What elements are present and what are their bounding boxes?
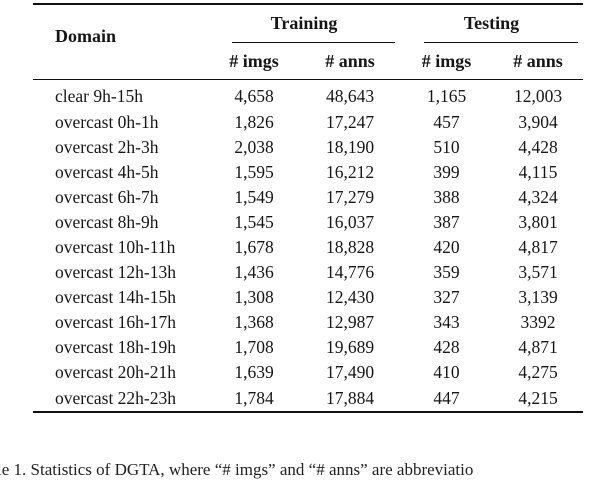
value-cell: 14,776 <box>325 262 375 283</box>
value-cell: 1,165 <box>426 86 467 107</box>
table-row: overcast 12h-13h 1,436 14,776 359 3,571 <box>33 260 583 285</box>
domain-cell: clear 9h-15h <box>55 86 143 107</box>
value-cell: 17,247 <box>325 111 375 132</box>
value-cell: 4,817 <box>518 237 558 257</box>
value-cell: 1,639 <box>234 362 274 383</box>
value-cell: 4,658 <box>234 86 274 107</box>
value-cell: 510 <box>433 136 460 157</box>
testing-anns-header: # anns <box>493 43 584 81</box>
table-header: Domain Training Testing # imgs # anns # … <box>33 4 584 81</box>
value-cell: 12,430 <box>325 287 375 308</box>
table-row: overcast 2h-3h 2,038 18,190 510 4,428 <box>33 135 583 160</box>
training-group-header: Training <box>208 4 400 44</box>
domain-cell: overcast 14h-15h <box>55 287 177 308</box>
testing-cmidrule <box>424 42 579 44</box>
value-cell: 4,428 <box>518 136 558 157</box>
value-cell: 3,139 <box>518 287 558 308</box>
value-cell: 457 <box>433 111 460 132</box>
value-cell: 19,689 <box>325 337 375 358</box>
training-cmidrule <box>232 42 395 44</box>
domain-header-label: Domain <box>55 25 117 46</box>
training-group-label: Training <box>270 13 338 33</box>
domain-cell: overcast 10h-11h <box>55 237 176 257</box>
value-cell: 18,190 <box>325 136 375 157</box>
value-cell: 4,324 <box>518 186 558 207</box>
table-row: clear 9h-15h 4,658 48,643 1,165 12,003 <box>33 80 583 110</box>
value-cell: 3,801 <box>518 211 558 232</box>
domain-column-header: Domain <box>33 4 208 81</box>
domain-cell: overcast 16h-17h <box>55 312 177 333</box>
value-cell: 3392 <box>520 312 556 333</box>
value-cell: 3,571 <box>518 262 558 283</box>
table-row: overcast 16h-17h 1,368 12,987 343 3392 <box>33 310 583 335</box>
value-cell: 4,275 <box>518 362 558 383</box>
value-cell: 428 <box>433 337 460 358</box>
table-row: overcast 10h-11h 1,678 18,828 420 4,817 <box>33 235 583 260</box>
value-cell: 1,784 <box>234 387 274 408</box>
value-cell: 399 <box>433 161 460 182</box>
table-row: overcast 6h-7h 1,549 17,279 388 4,324 <box>33 185 583 210</box>
training-imgs-header: # imgs <box>208 43 300 81</box>
value-cell: 18,828 <box>325 237 375 257</box>
testing-imgs-header: # imgs <box>400 43 493 81</box>
table-body: clear 9h-15h 4,658 48,643 1,165 12,003 o… <box>33 80 583 412</box>
value-cell: 420 <box>433 237 460 257</box>
value-cell: 387 <box>433 211 460 232</box>
value-cell: 4,215 <box>518 387 558 408</box>
domain-cell: overcast 12h-13h <box>55 262 177 283</box>
value-cell: 16,212 <box>325 161 375 182</box>
value-cell: 1,436 <box>234 262 274 283</box>
value-cell: 4,115 <box>518 161 558 182</box>
domain-cell: overcast 8h-9h <box>55 211 159 232</box>
value-cell: 343 <box>433 312 460 333</box>
dataset-statistics-table: Domain Training Testing # imgs # anns # … <box>33 3 584 413</box>
training-anns-header: # anns <box>300 43 400 81</box>
value-cell: 1,708 <box>234 337 274 358</box>
table-row: overcast 0h-1h 1,826 17,247 457 3,904 <box>33 109 583 134</box>
table-row: overcast 14h-15h 1,308 12,430 327 3,139 <box>33 285 583 310</box>
value-cell: 388 <box>433 186 460 207</box>
value-cell: 1,595 <box>234 161 274 182</box>
value-cell: 17,884 <box>325 387 375 408</box>
table-caption: le 1. Statistics of DGTA, where “# imgs”… <box>0 460 474 479</box>
value-cell: 1,826 <box>234 111 274 132</box>
table-row: overcast 8h-9h 1,545 16,037 387 3,801 <box>33 210 583 235</box>
value-cell: 327 <box>433 287 460 308</box>
domain-cell: overcast 20h-21h <box>55 362 177 383</box>
value-cell: 1,308 <box>234 287 274 308</box>
domain-cell: overcast 6h-7h <box>55 186 159 207</box>
domain-cell: overcast 22h-23h <box>55 387 177 408</box>
value-cell: 12,003 <box>513 86 563 107</box>
table-row: overcast 22h-23h 1,784 17,884 447 4,215 <box>33 386 583 412</box>
value-cell: 359 <box>433 262 460 283</box>
domain-cell: overcast 4h-5h <box>55 161 159 182</box>
value-cell: 1,549 <box>234 186 274 207</box>
value-cell: 1,678 <box>234 237 274 257</box>
value-cell: 2,038 <box>234 136 274 157</box>
value-cell: 17,490 <box>325 362 375 383</box>
testing-group-label: Testing <box>463 13 520 33</box>
table-row: overcast 20h-21h 1,639 17,490 410 4,275 <box>33 360 583 385</box>
domain-cell: overcast 0h-1h <box>55 111 159 132</box>
value-cell: 1,368 <box>234 312 274 333</box>
value-cell: 17,279 <box>325 186 375 207</box>
domain-cell: overcast 2h-3h <box>55 136 159 157</box>
domain-cell: overcast 18h-19h <box>55 337 177 358</box>
value-cell: 12,987 <box>325 312 375 333</box>
sub-header-row: # imgs # anns # imgs # anns <box>33 43 584 81</box>
testing-group-header: Testing <box>400 4 583 44</box>
value-cell: 1,545 <box>234 211 274 232</box>
table-row: overcast 4h-5h 1,595 16,212 399 4,115 <box>33 160 583 185</box>
value-cell: 48,643 <box>325 86 375 107</box>
table-row: overcast 18h-19h 1,708 19,689 428 4,871 <box>33 335 583 360</box>
value-cell: 4,871 <box>518 337 558 358</box>
value-cell: 16,037 <box>325 211 375 232</box>
value-cell: 410 <box>433 362 460 383</box>
value-cell: 447 <box>433 387 460 408</box>
value-cell: 3,904 <box>518 111 558 132</box>
group-header-row: Domain Training Testing <box>33 4 583 81</box>
